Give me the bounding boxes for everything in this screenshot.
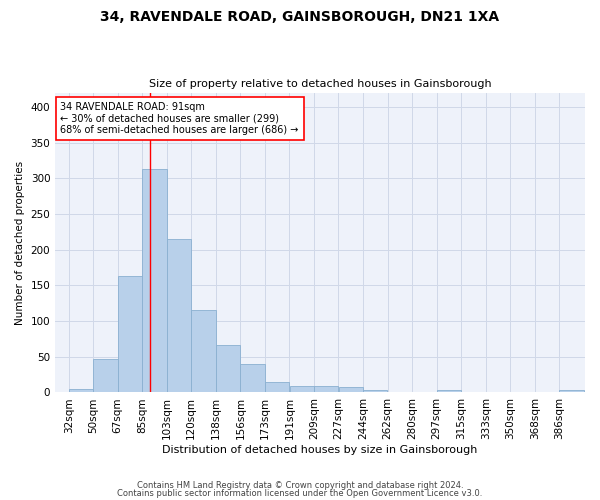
Title: Size of property relative to detached houses in Gainsborough: Size of property relative to detached ho… [149, 79, 491, 89]
Text: Contains HM Land Registry data © Crown copyright and database right 2024.: Contains HM Land Registry data © Crown c… [137, 481, 463, 490]
Bar [216, 344, 240, 393]
Bar [338, 388, 363, 392]
Bar [559, 390, 584, 392]
Text: 34, RAVENDALE ROAD, GAINSBOROUGH, DN21 1XA: 34, RAVENDALE ROAD, GAINSBOROUGH, DN21 1… [100, 10, 500, 24]
Bar [118, 276, 142, 392]
Text: Contains public sector information licensed under the Open Government Licence v3: Contains public sector information licen… [118, 488, 482, 498]
Bar [167, 239, 191, 392]
Bar [241, 364, 265, 392]
Text: 34 RAVENDALE ROAD: 91sqm
← 30% of detached houses are smaller (299)
68% of semi-: 34 RAVENDALE ROAD: 91sqm ← 30% of detach… [61, 102, 299, 135]
Bar [290, 386, 314, 392]
Bar [265, 382, 289, 392]
X-axis label: Distribution of detached houses by size in Gainsborough: Distribution of detached houses by size … [163, 445, 478, 455]
Bar [191, 310, 216, 392]
Bar [94, 359, 118, 392]
Bar [314, 386, 338, 392]
Bar [69, 389, 93, 392]
Y-axis label: Number of detached properties: Number of detached properties [15, 160, 25, 324]
Bar [437, 390, 461, 392]
Bar [363, 390, 388, 392]
Bar [142, 169, 167, 392]
